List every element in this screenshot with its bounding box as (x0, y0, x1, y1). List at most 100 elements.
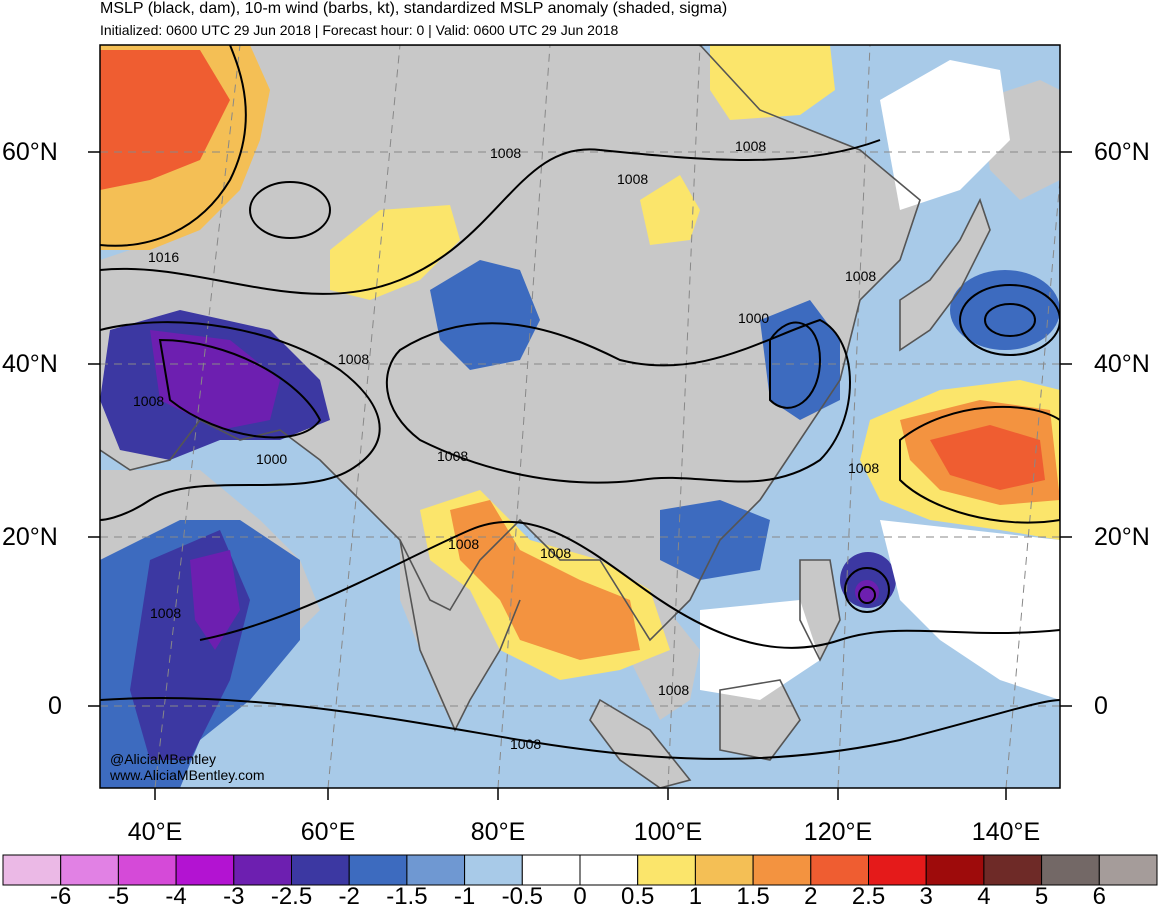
anomaly-neutral-west-pacific (880, 60, 1010, 210)
colorbar-label: 1.5 (736, 883, 770, 910)
coast-japan (899, 197, 991, 352)
colorbar-swatch (579, 854, 639, 886)
lat-label-60-right: 60°N (1094, 138, 1150, 166)
lat-label-0-right: 0 (1094, 692, 1108, 720)
coast-india (399, 539, 521, 732)
isobar-low-north (248, 181, 332, 239)
anomaly-negative-typhoon-core (855, 580, 879, 604)
colorbar-label: 5 (1034, 883, 1049, 910)
colorbar-swatch (637, 854, 696, 886)
isobar-label: 1000 (738, 310, 769, 326)
colorbar-swatch (1098, 854, 1158, 886)
longitude-line-140 (1005, 179, 1060, 788)
isobar-label: 1008 (617, 171, 648, 187)
colorbar-label: 6 (1092, 883, 1106, 910)
colorbar-label: 3 (919, 883, 933, 910)
isobar-label: 1008 (437, 448, 468, 464)
isobar-label: 1008 (540, 545, 571, 561)
isobar-1008-south-asia (199, 520, 1060, 649)
anomaly-positive-siberia-east (640, 175, 700, 245)
colorbar-swatch (348, 854, 408, 886)
lat-label-20-left: 20°N (2, 523, 58, 551)
anomaly-positive-india-core (450, 500, 640, 660)
isobar-label: 1000 (256, 451, 287, 467)
isobar-label: 1008 (150, 605, 181, 621)
colorbar-label: 0.5 (621, 883, 655, 910)
lon-label-140: 140°E (971, 818, 1041, 846)
isobar-label: 1016 (148, 249, 179, 265)
isobar-japan-low-inner (983, 303, 1037, 337)
colorbar (2, 854, 1158, 886)
isobar-typhoon-inner (857, 586, 877, 604)
colorbar-label: -2.5 (270, 883, 313, 910)
colorbar-swatch (694, 854, 754, 886)
anomaly-negative-arabian-inner (190, 550, 240, 650)
lat-label-20-right: 20°N (1094, 523, 1150, 551)
tick-marks (88, 151, 1072, 800)
colorbar-swatch (60, 854, 119, 886)
lat-label-60-left: 60°N (2, 138, 58, 166)
isobar-label: 1008 (658, 682, 689, 698)
colorbar-swatch (406, 854, 466, 886)
lon-label-120: 120°E (803, 818, 873, 846)
map-frame (99, 44, 1061, 789)
isobar-label: 1008 (510, 736, 541, 752)
lon-label-80: 80°E (470, 818, 526, 846)
isobars (100, 45, 1060, 760)
isobar-1000-asia (386, 318, 851, 484)
colorbar-swatch (291, 854, 350, 886)
land-borneo (720, 680, 800, 760)
anomaly-positive-europe-core (100, 50, 230, 190)
colorbar-label: -2 (338, 883, 360, 910)
colorbar-label: -1.5 (386, 883, 428, 910)
anomaly-shading (100, 45, 1060, 788)
colorbar-swatch (521, 854, 581, 886)
anomaly-positive-siberia-west (330, 205, 460, 300)
isobar-label: 1008 (490, 145, 521, 161)
colorbar-swatch (752, 854, 812, 886)
isobar-1008-caspian (100, 321, 381, 521)
colorbar-label: 0 (573, 883, 587, 910)
isobar-1008-equator (100, 697, 1060, 760)
colorbar-label: -3 (223, 883, 245, 910)
coastlines (100, 45, 991, 788)
longitude-line-60 (327, 45, 401, 788)
isobar-japan-low-outer (958, 284, 1060, 356)
isobar-pacific-high (899, 405, 1060, 524)
colorbar-label: 1 (688, 883, 703, 910)
anomaly-negative-south-china (660, 500, 770, 580)
coast-sumatra (589, 698, 692, 788)
colorbar-swatch (983, 854, 1043, 886)
colorbar-swatch (464, 854, 523, 886)
isobar-label: 1008 (133, 393, 164, 409)
colorbar-label: -6 (50, 883, 72, 910)
anomaly-neutral-south-china-sea (700, 600, 820, 700)
colorbar-swatch (810, 854, 869, 886)
lon-label-60: 60°E (300, 818, 356, 846)
lon-label-40: 40°E (127, 818, 183, 846)
isobar-label: 1008 (448, 536, 479, 552)
colorbar-swatch (175, 854, 235, 886)
longitude-line-80 (497, 45, 551, 788)
isobar-label: 1008 (848, 460, 879, 476)
longitude-line-100 (667, 45, 701, 788)
colorbar-swatch (2, 854, 62, 886)
colorbar-label: 4 (977, 883, 991, 910)
isobar-east-china (769, 321, 822, 409)
colorbar-label: -1 (453, 883, 476, 910)
anomaly-negative-caspian-core (150, 330, 280, 430)
coast-borneo (719, 679, 801, 761)
colorbar-label: -5 (107, 883, 130, 910)
credit-handle: @AliciaMBentley (110, 751, 216, 767)
colorbar-label: 2.5 (851, 883, 886, 910)
anomaly-positive-pacific-core (930, 425, 1045, 490)
colorbar-label: 2 (804, 883, 818, 910)
isobar-label: 1008 (845, 268, 876, 284)
isobar-1016-europe (100, 45, 247, 247)
colorbar-swatch (1041, 854, 1100, 886)
colorbar-swatch (233, 854, 293, 886)
graticule (100, 45, 1060, 788)
coast-philippines (799, 559, 841, 662)
colorbar-swatch (117, 854, 177, 886)
